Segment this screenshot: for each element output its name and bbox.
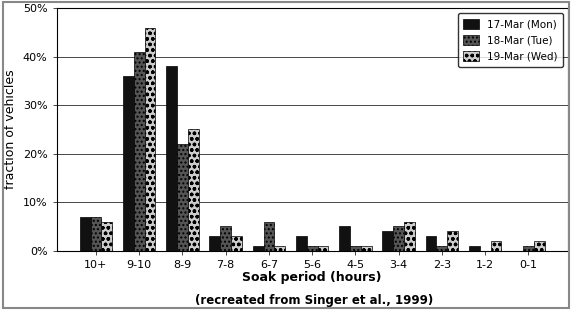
Bar bbox=[426, 236, 436, 251]
Legend: 17-Mar (Mon), 18-Mar (Tue), 19-Mar (Wed): 17-Mar (Mon), 18-Mar (Tue), 19-Mar (Wed) bbox=[458, 13, 563, 67]
Bar bbox=[317, 246, 328, 251]
Bar bbox=[209, 236, 220, 251]
Bar bbox=[264, 222, 275, 251]
Text: (recreated from Singer et al., 1999): (recreated from Singer et al., 1999) bbox=[196, 294, 434, 307]
Bar bbox=[296, 236, 307, 251]
Bar bbox=[275, 246, 285, 251]
Bar bbox=[231, 236, 242, 251]
Bar bbox=[469, 246, 480, 251]
Bar bbox=[361, 246, 372, 251]
Bar bbox=[534, 241, 545, 251]
Bar bbox=[404, 222, 415, 251]
Bar bbox=[491, 241, 501, 251]
Bar bbox=[166, 66, 177, 251]
Bar bbox=[253, 246, 264, 251]
Bar bbox=[393, 227, 404, 251]
Bar bbox=[307, 246, 317, 251]
Bar bbox=[383, 231, 393, 251]
Bar bbox=[177, 144, 188, 251]
Bar bbox=[90, 217, 101, 251]
Bar bbox=[101, 222, 112, 251]
Bar bbox=[447, 231, 458, 251]
Bar bbox=[80, 217, 90, 251]
X-axis label: Soak period (hours): Soak period (hours) bbox=[243, 271, 382, 284]
Bar bbox=[350, 246, 361, 251]
Bar bbox=[123, 76, 134, 251]
Bar bbox=[436, 246, 447, 251]
Y-axis label: fraction of vehicles: fraction of vehicles bbox=[4, 70, 17, 189]
Bar bbox=[523, 246, 534, 251]
Bar bbox=[145, 28, 156, 251]
Bar bbox=[220, 227, 231, 251]
Bar bbox=[134, 52, 145, 251]
Bar bbox=[188, 130, 198, 251]
Bar bbox=[339, 227, 350, 251]
